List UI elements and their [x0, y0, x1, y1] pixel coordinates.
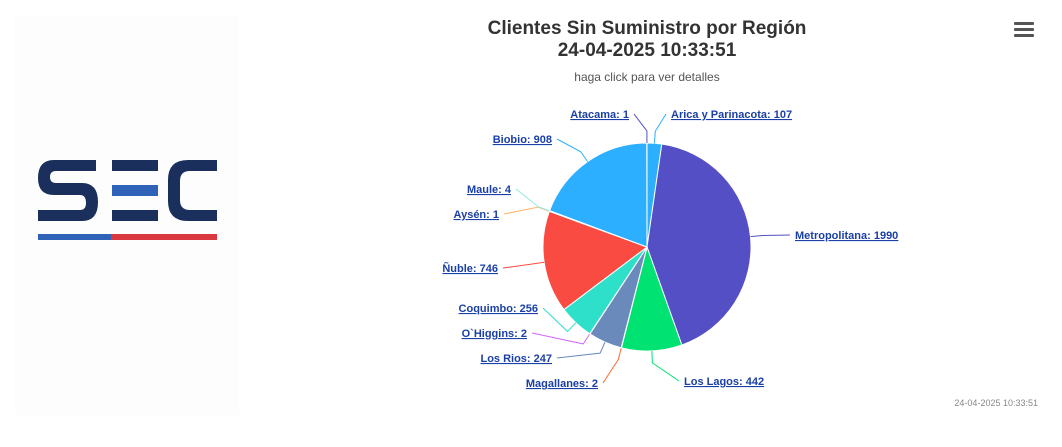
data-label-magallanes[interactable]: Magallanes: 2 [526, 378, 598, 390]
pie-slice-nuble[interactable] [542, 210, 649, 311]
connector-o-higgins [531, 332, 591, 345]
chart-credits: 24-04-2025 10:33:51 [954, 398, 1038, 408]
connector-biobio [556, 138, 589, 162]
connector-magallanes [602, 347, 622, 384]
connector-metropolitana [750, 234, 791, 238]
data-label-arica-y-parinacota[interactable]: Arica y Parinacota: 107 [671, 109, 792, 121]
logo-letter-e-top [112, 160, 158, 171]
data-label-nuble[interactable]: Ñuble: 746 [442, 262, 498, 275]
chart-title-line2: 24-04-2025 10:33:51 [557, 40, 737, 61]
data-label-maule[interactable]: Maule: 4 [467, 184, 512, 196]
connector-atacama [633, 113, 648, 144]
data-label-aysen[interactable]: Aysén: 1 [454, 209, 499, 221]
data-label-metropolitana[interactable]: Metropolitana: 1990 [795, 230, 898, 242]
logo-stripe-red [111, 234, 217, 240]
chart-title-line1: Clientes Sin Suministro por Región [487, 18, 807, 39]
connector-los-lagos [651, 350, 680, 382]
connector-nuble [502, 261, 545, 269]
chart-subtitle: haga click para ver detalles [574, 70, 720, 84]
connector-maule [515, 188, 550, 212]
data-label-los-rios[interactable]: Los Rios: 247 [480, 353, 552, 365]
logo-letter-e-mid [112, 185, 158, 196]
data-label-coquimbo[interactable]: Coquimbo: 256 [459, 303, 538, 315]
hamburger-menu-icon[interactable] [1014, 22, 1034, 40]
logo-letter-s [38, 160, 98, 221]
pie-slice-metropolitana[interactable] [646, 143, 752, 346]
data-label-o-higgins[interactable]: O`Higgins: 2 [462, 328, 527, 340]
logo-letter-e-bottom [112, 210, 158, 221]
connector-arica-y-parinacota [653, 113, 667, 144]
sec-logo [38, 160, 217, 240]
connector-los-rios [556, 341, 606, 359]
logo-letter-c [168, 160, 217, 221]
chart-title: Clientes Sin Suministro por Región 24-04… [420, 18, 874, 62]
connector-coquimbo [542, 307, 577, 333]
data-label-atacama[interactable]: Atacama: 1 [570, 109, 629, 121]
logo-stripe-blue [38, 234, 111, 240]
data-label-los-lagos[interactable]: Los Lagos: 442 [684, 376, 764, 388]
pie-slice-biobio[interactable] [548, 142, 648, 248]
data-label-biobio[interactable]: Biobio: 908 [493, 134, 552, 146]
